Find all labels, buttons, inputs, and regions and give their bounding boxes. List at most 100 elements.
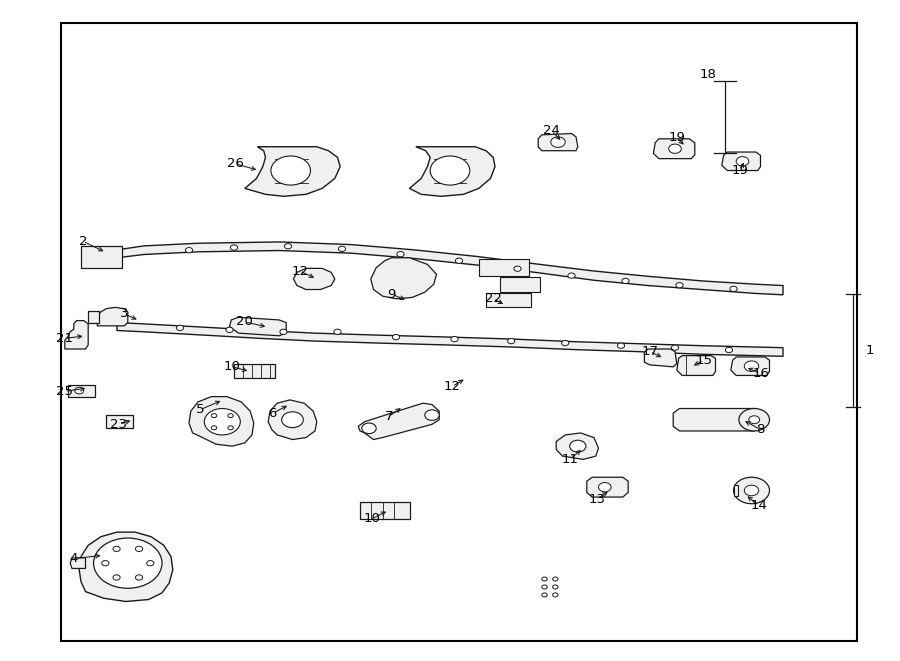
Polygon shape (65, 321, 88, 349)
Circle shape (598, 483, 611, 492)
Text: 21: 21 (57, 332, 73, 345)
Text: 16: 16 (752, 367, 769, 380)
Circle shape (622, 278, 629, 284)
Circle shape (508, 338, 515, 344)
Polygon shape (234, 364, 274, 378)
Circle shape (570, 440, 586, 452)
Circle shape (568, 273, 575, 278)
Text: 18: 18 (700, 67, 716, 81)
Circle shape (455, 258, 463, 264)
Circle shape (676, 283, 683, 288)
Text: 15: 15 (696, 354, 712, 367)
Circle shape (514, 266, 521, 272)
Circle shape (553, 593, 558, 597)
Circle shape (362, 423, 376, 434)
Circle shape (734, 477, 770, 504)
Circle shape (185, 247, 193, 253)
Text: 22: 22 (485, 292, 501, 305)
Text: 23: 23 (111, 418, 127, 431)
Text: 25: 25 (57, 385, 73, 398)
Circle shape (736, 157, 749, 166)
Circle shape (113, 546, 120, 551)
Text: 12: 12 (444, 380, 460, 393)
Text: 8: 8 (756, 423, 765, 436)
Polygon shape (644, 349, 677, 367)
Polygon shape (410, 147, 495, 196)
Polygon shape (673, 408, 760, 431)
Circle shape (228, 426, 233, 430)
Circle shape (542, 585, 547, 589)
Text: 7: 7 (384, 410, 393, 423)
Circle shape (744, 361, 759, 371)
Polygon shape (722, 152, 760, 171)
Polygon shape (480, 260, 529, 276)
Circle shape (553, 577, 558, 581)
Circle shape (562, 340, 569, 346)
Circle shape (136, 546, 142, 551)
Polygon shape (79, 532, 173, 602)
Bar (61, 23, 857, 641)
Circle shape (617, 343, 625, 348)
Polygon shape (734, 485, 738, 496)
Circle shape (542, 593, 547, 597)
Polygon shape (189, 397, 254, 446)
Polygon shape (97, 307, 128, 326)
Text: 26: 26 (228, 157, 244, 171)
Circle shape (280, 329, 287, 334)
Circle shape (176, 325, 184, 330)
Text: 9: 9 (387, 288, 396, 301)
Polygon shape (556, 433, 599, 459)
Text: 20: 20 (237, 315, 253, 329)
Text: 3: 3 (120, 307, 129, 321)
Text: 24: 24 (544, 124, 560, 137)
Circle shape (671, 345, 679, 350)
Circle shape (338, 247, 346, 252)
Circle shape (669, 144, 681, 153)
Circle shape (284, 244, 292, 249)
Polygon shape (117, 242, 783, 295)
Circle shape (451, 336, 458, 342)
Circle shape (744, 485, 759, 496)
Text: 6: 6 (268, 407, 277, 420)
Circle shape (425, 410, 439, 420)
Circle shape (147, 561, 154, 566)
Polygon shape (70, 558, 86, 568)
Text: 1: 1 (865, 344, 874, 357)
Circle shape (102, 561, 109, 566)
Text: 13: 13 (589, 492, 605, 506)
Polygon shape (360, 502, 410, 519)
Polygon shape (677, 356, 716, 375)
Polygon shape (293, 268, 335, 290)
Text: 5: 5 (195, 403, 204, 416)
Text: 17: 17 (642, 345, 658, 358)
Polygon shape (117, 323, 783, 356)
Text: 11: 11 (562, 453, 578, 466)
Circle shape (553, 585, 558, 589)
Circle shape (542, 577, 547, 581)
Circle shape (226, 327, 233, 332)
Circle shape (551, 137, 565, 147)
Text: 2: 2 (78, 235, 87, 248)
Circle shape (94, 538, 162, 588)
Polygon shape (653, 139, 695, 159)
Text: 14: 14 (751, 499, 767, 512)
Circle shape (725, 347, 733, 352)
Polygon shape (587, 477, 628, 497)
Circle shape (739, 408, 770, 431)
Circle shape (392, 334, 400, 340)
Polygon shape (81, 246, 122, 268)
Polygon shape (731, 357, 770, 375)
Circle shape (430, 156, 470, 185)
Polygon shape (268, 400, 317, 440)
Circle shape (749, 416, 760, 424)
Circle shape (271, 156, 310, 185)
Circle shape (75, 387, 84, 394)
Circle shape (397, 252, 404, 257)
Text: 12: 12 (292, 264, 308, 278)
Polygon shape (230, 317, 286, 336)
Circle shape (212, 426, 217, 430)
Text: 10: 10 (224, 360, 240, 373)
Circle shape (282, 412, 303, 428)
Polygon shape (245, 147, 340, 196)
Polygon shape (371, 258, 436, 299)
